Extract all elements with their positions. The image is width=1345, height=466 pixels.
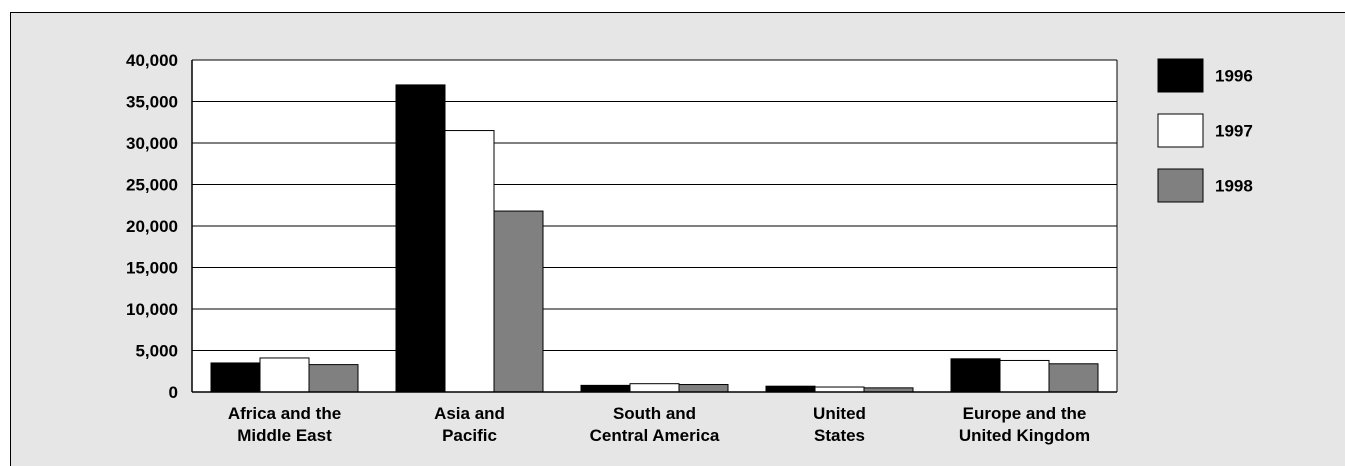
bar-1997-2	[629, 383, 680, 393]
bar-1997-1	[444, 130, 495, 393]
y-tick-label: 40,000	[126, 51, 178, 70]
bar-1996-3	[765, 385, 816, 393]
bar-1996-2	[580, 384, 631, 393]
y-tick-label: 0	[169, 383, 178, 402]
y-tick-label: 35,000	[126, 93, 178, 112]
x-category-label: Europe and the United Kingdom	[959, 404, 1090, 445]
y-tick-label: 30,000	[126, 134, 178, 153]
bar-1997-0	[259, 357, 310, 393]
y-tick-label: 10,000	[126, 300, 178, 319]
y-tick-label: 25,000	[126, 176, 178, 195]
legend-label: 1997	[1215, 122, 1253, 141]
bar-1998-4	[1048, 363, 1099, 393]
y-tick-label: 5,000	[135, 342, 178, 361]
x-category-label: Africa and the Middle East	[228, 404, 341, 445]
legend-swatch-1998	[1157, 168, 1204, 203]
bar-1996-4	[950, 358, 1001, 393]
y-tick-label: 15,000	[126, 259, 178, 278]
x-category-label: South and Central America	[590, 404, 720, 445]
x-category-label: United States	[813, 404, 866, 445]
legend-swatch-1996	[1157, 58, 1204, 93]
legend-label: 1998	[1215, 177, 1253, 196]
bar-1996-0	[210, 362, 261, 393]
y-tick-label: 20,000	[126, 217, 178, 236]
legend-label: 1996	[1215, 67, 1253, 86]
bar-1996-1	[395, 84, 446, 393]
bar-1997-4	[999, 359, 1050, 393]
x-category-label: Asia and Pacific	[434, 404, 505, 445]
bar-1998-2	[678, 384, 729, 393]
bar-1998-0	[308, 364, 359, 393]
bar-1998-1	[493, 210, 544, 393]
legend-swatch-1997	[1157, 113, 1204, 148]
